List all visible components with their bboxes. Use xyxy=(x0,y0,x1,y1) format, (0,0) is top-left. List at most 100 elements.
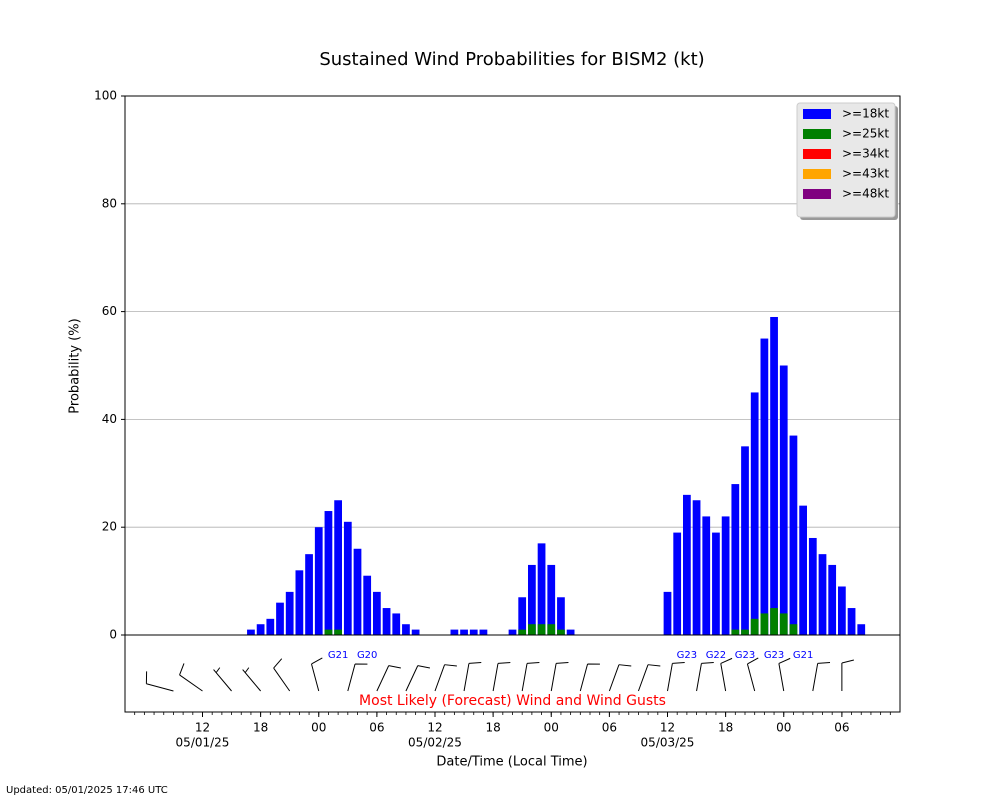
bar xyxy=(324,511,333,635)
annotation: Most Likely (Forecast) Wind and Wind Gus… xyxy=(359,693,666,709)
bar xyxy=(547,624,556,635)
bar xyxy=(760,338,769,635)
wind-barb xyxy=(405,665,431,692)
x-tick-label: 18 xyxy=(718,721,733,735)
y-tick-label: 0 xyxy=(109,628,117,642)
bar xyxy=(518,597,527,635)
x-tick-label: 06 xyxy=(369,721,384,735)
legend-label: >=18kt xyxy=(842,107,889,121)
bar xyxy=(750,392,759,635)
bar xyxy=(343,521,352,635)
bar xyxy=(324,629,333,635)
bar xyxy=(353,548,362,635)
bar xyxy=(799,505,807,635)
bar xyxy=(518,629,527,635)
legend-label: >=48kt xyxy=(842,187,889,201)
bar xyxy=(566,629,575,635)
bar xyxy=(547,564,556,635)
x-tick-label: 06 xyxy=(602,721,617,735)
x-tick-label: 18 xyxy=(485,721,500,735)
bar xyxy=(373,591,381,635)
legend-swatch xyxy=(803,149,831,159)
bar xyxy=(692,500,701,635)
wind-barb xyxy=(492,662,511,692)
bar xyxy=(828,564,837,635)
legend-swatch xyxy=(803,109,831,119)
gust-label: G21 xyxy=(328,650,348,661)
wind-barb xyxy=(841,659,854,691)
wind-barb xyxy=(812,662,831,692)
y-tick-label: 80 xyxy=(102,196,117,210)
gust-label: G22 xyxy=(706,650,726,661)
bar xyxy=(528,564,536,635)
wind-barb xyxy=(746,657,759,692)
bar xyxy=(382,608,391,635)
y-tick-label: 20 xyxy=(102,520,117,534)
bar xyxy=(770,608,778,635)
bar xyxy=(818,554,827,635)
bar xyxy=(411,629,420,635)
bar xyxy=(770,316,778,635)
wind-barb xyxy=(579,663,600,692)
bar xyxy=(731,484,740,635)
bar xyxy=(673,532,682,635)
bar xyxy=(508,629,517,635)
x-tick-label: 06 xyxy=(834,721,849,735)
bar xyxy=(402,624,410,635)
bar xyxy=(741,446,749,635)
x-tick-label: 12 xyxy=(427,721,442,735)
x-tick-label: 12 xyxy=(660,721,675,735)
bar xyxy=(683,494,691,635)
y-tick-label: 100 xyxy=(94,89,117,103)
bar xyxy=(537,543,546,635)
x-tick-date: 05/03/25 xyxy=(641,736,695,750)
bar xyxy=(808,537,817,635)
wind-barb xyxy=(463,662,482,692)
gust-label: G21 xyxy=(793,650,813,661)
bar xyxy=(276,602,284,635)
bar xyxy=(789,435,798,635)
bar xyxy=(702,516,711,635)
bar xyxy=(847,608,856,635)
wind-barb xyxy=(179,663,203,692)
bar xyxy=(557,597,565,635)
x-tick-label: 18 xyxy=(253,721,268,735)
bar xyxy=(479,629,488,635)
legend-label: >=34kt xyxy=(842,147,889,161)
x-tick-label: 00 xyxy=(544,721,559,735)
wind-barb xyxy=(667,662,685,692)
legend-swatch xyxy=(803,189,831,199)
x-tick-date: 05/01/25 xyxy=(176,736,230,750)
wind-barb xyxy=(521,662,540,692)
bar xyxy=(779,365,788,635)
wind-barb xyxy=(696,662,714,692)
wind-barb xyxy=(311,657,323,692)
wind-barb xyxy=(213,667,232,692)
wind-barb xyxy=(778,657,791,692)
bar xyxy=(285,591,294,635)
wind-barb xyxy=(145,671,174,692)
gust-label: G23 xyxy=(764,650,784,661)
legend-swatch xyxy=(803,129,831,139)
x-tick-label: 12 xyxy=(195,721,210,735)
bar xyxy=(789,624,798,635)
bar xyxy=(721,516,730,635)
bar xyxy=(528,624,536,635)
wind-barb xyxy=(637,664,661,692)
bar xyxy=(838,586,846,635)
bar xyxy=(750,618,759,635)
bar xyxy=(295,570,304,635)
wind-barb xyxy=(434,664,457,692)
bar xyxy=(266,618,275,635)
bar xyxy=(537,624,546,635)
bar xyxy=(557,629,565,635)
bar xyxy=(247,629,255,635)
x-tick-label: 00 xyxy=(311,721,326,735)
bar xyxy=(450,629,459,635)
plot-frame xyxy=(124,95,901,713)
bar xyxy=(256,624,265,635)
x-tick-date: 05/02/25 xyxy=(408,736,462,750)
bar xyxy=(712,532,720,635)
wind-barb xyxy=(347,663,368,692)
